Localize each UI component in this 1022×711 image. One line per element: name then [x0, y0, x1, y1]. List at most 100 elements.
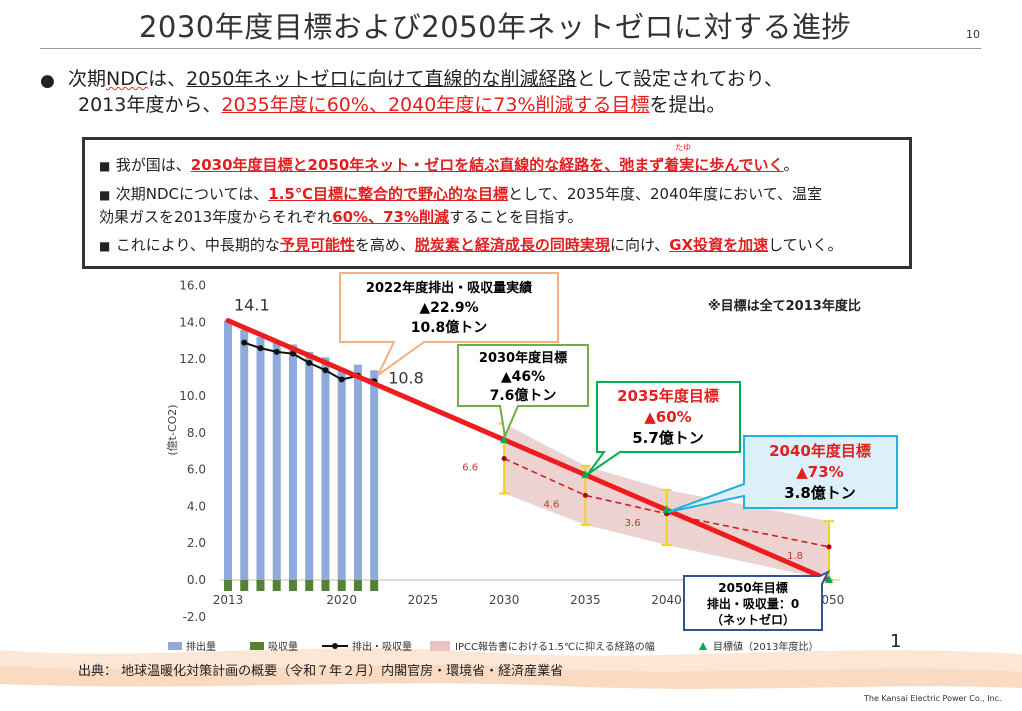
info-row-2: ■ 次期NDCについては、1.5℃目標に整合的で野心的な目標として、2035年度…	[99, 183, 822, 204]
legend-swatch-removals	[250, 642, 264, 650]
callout-2035-title: 2035年度目標	[617, 387, 719, 405]
callout-2030-title: 2030年度目標	[479, 350, 567, 366]
ipcc-median-point	[826, 544, 832, 550]
square-bullet-icon: ■	[99, 188, 111, 202]
emission-bar	[224, 320, 232, 580]
legend-label-target: 目標値（2013年度比）	[713, 640, 818, 653]
ipcc-median-label: 1.8	[787, 551, 803, 562]
callout-2022: 2022年度排出・吸収量実績 ▲22.9% 10.8億トン	[339, 272, 559, 376]
net-emissions-point	[273, 348, 280, 355]
y-tick-label: 16.0	[179, 279, 206, 293]
latest-value-label: 10.8	[388, 368, 424, 387]
legend-label-emissions: 排出量	[186, 640, 216, 653]
callout-2035: 2035年度目標 ▲60% 5.7億トン	[587, 381, 741, 475]
y-tick-label: 12.0	[179, 352, 206, 366]
removal-bar	[256, 580, 265, 592]
highlight-target-text: 2035年度に60%、2040年度に73%削減する目標	[221, 94, 650, 116]
red-bold-text: 2030年度目標と2050年ネット・ゼロを結ぶ直線的な経路を、弛まず着実に歩んで…	[190, 156, 784, 174]
text: していく。	[768, 236, 843, 254]
text: を高め、	[354, 236, 415, 254]
callout-2040-title: 2040年度目標	[769, 442, 871, 460]
emission-bar	[321, 357, 330, 580]
y-tick-label: 14.0	[179, 315, 206, 329]
net-emissions-point	[322, 367, 329, 374]
figure-number: 1	[890, 631, 902, 652]
red-bold-text: 60%、73%削減	[332, 208, 449, 226]
legend-label-net: 排出・吸収量	[352, 640, 412, 653]
text: 我が国は、	[115, 156, 191, 174]
emission-bar	[337, 368, 346, 580]
text: として設定されており、	[576, 68, 784, 90]
ruby-text: たゆ	[675, 143, 691, 152]
target-marker	[500, 435, 509, 444]
ipcc-median-label: 6.6	[462, 463, 478, 474]
ipcc-median-label: 3.6	[625, 518, 641, 529]
text: を提出。	[649, 94, 726, 116]
summary-line-1: 次期NDCは、2050年ネットゼロに向けて直線的な削減経路として設定されており、	[68, 66, 783, 92]
chart-note: ※目標は全て2013年度比	[708, 298, 861, 314]
y-axis-label: (億t-CO2)	[166, 404, 179, 455]
emission-bar	[272, 342, 281, 580]
text: は、	[148, 68, 187, 90]
net-emissions-point	[338, 376, 345, 383]
removal-bar	[272, 580, 281, 592]
underlined-text: 2050年ネットゼロに向けて直線的な削減経路	[186, 68, 577, 90]
ipcc-median-point	[582, 492, 588, 498]
y-tick-label: -2.0	[183, 610, 206, 624]
y-tick-label: 2.0	[187, 536, 206, 550]
callout-2050-value: 排出・吸収量：0	[707, 596, 799, 611]
callout-2040-percent: ▲73%	[796, 463, 843, 481]
ipcc-median-line	[503, 457, 830, 548]
chart-axes: 16.0 14.0 12.0 10.0 8.0 6.0 4.0 2.0 0.0 -2.0 2013 2…	[179, 279, 844, 624]
policy-info-box: たゆ ■ 我が国は、2030年度目標と2050年ネット・ゼロを結ぶ直線的な経路を…	[82, 137, 912, 269]
text: 次期	[68, 68, 107, 90]
removal-bar	[370, 580, 379, 592]
source-citation: 出典： 地球温暖化対策計画の概要（令和７年２月）内閣官房・環境省・経済産業省	[78, 664, 564, 679]
removal-bar	[305, 580, 314, 592]
chart-legend: 排出量 吸収量 排出・吸収量 IPCC報告書における1.5℃に抑える経路の幅 目…	[168, 640, 818, 653]
red-bold-text: 1.5℃目標に整合的で野心的な目標	[268, 185, 509, 203]
x-tick-label: 2030	[489, 593, 520, 607]
emission-bar	[353, 364, 362, 580]
ipcc-median-label: 4.6	[543, 499, 559, 510]
callout-2050-note: （ネットゼロ）	[711, 612, 795, 627]
info-row-4: ■ これにより、中長期的な予見可能性を高め、脱炭素と経済成長の同時実現に向け、G…	[99, 234, 843, 255]
footer-wave-decoration	[0, 648, 1022, 711]
target-marker	[581, 470, 590, 479]
red-bold-text: 予見可能性	[279, 236, 355, 254]
removal-bar	[321, 580, 330, 592]
callout-2022-percent: ▲22.9%	[419, 300, 478, 316]
x-tick-label: 2013	[213, 593, 244, 607]
company-name: The Kansai Electric Power Co., Inc.	[864, 694, 1002, 703]
bars-layer	[224, 320, 379, 592]
callout-2022-title: 2022年度排出・吸収量実績	[366, 280, 532, 296]
target-marker	[825, 575, 833, 583]
x-tick-label: 2040	[651, 593, 682, 607]
y-tick-label: 6.0	[187, 463, 206, 477]
x-tick-label: 2025	[408, 593, 439, 607]
ndc-term: NDC	[106, 68, 149, 90]
callout-2040-amount: 3.8億トン	[784, 484, 856, 502]
text: 効果ガスを2013年度からそれぞれ	[99, 208, 333, 226]
emission-bar	[240, 329, 249, 580]
target-path-line	[225, 318, 832, 583]
removal-bar	[224, 580, 232, 592]
emission-bar	[305, 351, 314, 580]
callout-2050-title: 2050年目標	[718, 580, 787, 595]
net-emissions-point	[306, 359, 313, 366]
text: 2013年度から、	[78, 94, 222, 116]
callout-2035-amount: 5.7億トン	[632, 429, 704, 447]
callout-2040: 2040年度目標 ▲73% 3.8億トン	[667, 435, 898, 513]
legend-marker-net	[332, 643, 338, 649]
text: 。	[783, 156, 799, 174]
y-tick-label: 8.0	[187, 426, 206, 440]
ipcc-median-point	[501, 456, 507, 462]
removal-bar	[240, 580, 249, 592]
legend-label-removals: 吸収量	[268, 641, 298, 653]
emission-bar	[256, 337, 265, 580]
removal-bar	[353, 580, 362, 592]
start-value-label: 14.1	[234, 296, 270, 315]
callout-2030-amount: 7.6億トン	[490, 387, 557, 404]
summary-line-2: 2013年度から、2035年度に60%、2040年度に73%削減する目標を提出。	[78, 92, 726, 118]
